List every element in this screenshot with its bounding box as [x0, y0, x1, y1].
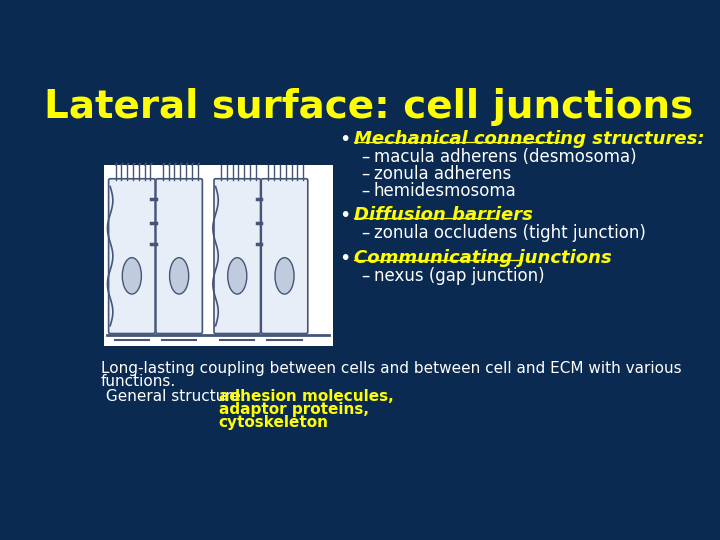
- Ellipse shape: [228, 258, 247, 294]
- Text: macula adherens (desmosoma): macula adherens (desmosoma): [374, 148, 636, 166]
- FancyBboxPatch shape: [214, 179, 261, 334]
- Text: functions.: functions.: [101, 374, 176, 389]
- FancyBboxPatch shape: [104, 165, 333, 346]
- Text: adaptor proteins,: adaptor proteins,: [219, 402, 369, 417]
- Ellipse shape: [275, 258, 294, 294]
- Text: adhesion molecules,: adhesion molecules,: [219, 389, 393, 404]
- Text: Mechanical connecting structures:: Mechanical connecting structures:: [354, 130, 704, 148]
- Text: –: –: [361, 165, 369, 183]
- Text: Long-lasting coupling between cells and between cell and ECM with various: Long-lasting coupling between cells and …: [101, 361, 681, 376]
- Text: zonula occludens (tight junction): zonula occludens (tight junction): [374, 224, 646, 242]
- Text: nexus (gap junction): nexus (gap junction): [374, 267, 544, 285]
- FancyBboxPatch shape: [156, 179, 202, 334]
- Text: General structure:: General structure:: [101, 389, 251, 404]
- Text: –: –: [361, 148, 369, 166]
- Text: •: •: [340, 206, 351, 226]
- Text: cytoskeleton: cytoskeleton: [219, 415, 328, 430]
- Text: hemidesmosoma: hemidesmosoma: [374, 182, 516, 200]
- Text: Diffusion barriers: Diffusion barriers: [354, 206, 532, 225]
- Text: Lateral surface: cell junctions: Lateral surface: cell junctions: [45, 88, 693, 126]
- Ellipse shape: [122, 258, 141, 294]
- Text: •: •: [340, 249, 351, 268]
- FancyBboxPatch shape: [109, 179, 155, 334]
- Text: –: –: [361, 267, 369, 285]
- Text: –: –: [361, 224, 369, 242]
- Ellipse shape: [170, 258, 189, 294]
- Text: Communicating junctions: Communicating junctions: [354, 249, 611, 267]
- Text: –: –: [361, 182, 369, 200]
- Text: zonula adherens: zonula adherens: [374, 165, 511, 183]
- Text: •: •: [340, 130, 351, 149]
- FancyBboxPatch shape: [261, 179, 307, 334]
